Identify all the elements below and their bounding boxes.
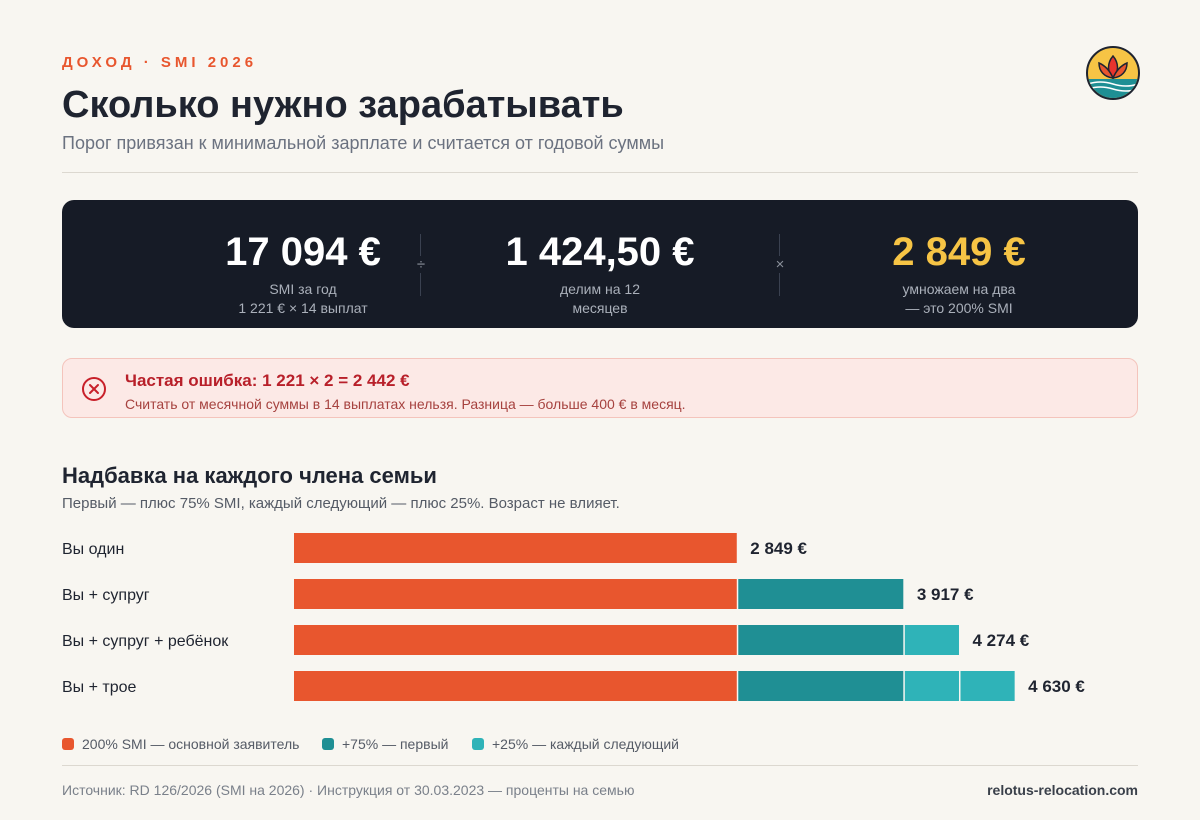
eyebrow-label: ДОХОД · SMI 2026 — [62, 54, 258, 71]
legend-item: +25% — каждый следующий — [472, 736, 679, 752]
legend-label: 200% SMI — основной заявитель — [82, 736, 300, 752]
bar-segment-1 — [294, 625, 737, 655]
page-subtitle: Порог привязан к минимальной зарплате и … — [62, 133, 665, 153]
page-title: Сколько нужно зарабатывать — [62, 84, 624, 126]
legend-swatch — [62, 738, 74, 750]
section-title: Надбавка на каждого члена семьи — [62, 463, 437, 488]
stat-value: 2 849 € — [892, 230, 1026, 274]
bar-segment-3 — [904, 671, 959, 701]
footer-divider — [62, 765, 1138, 766]
bar-segment-1 — [294, 579, 737, 609]
category-label: Вы + трое — [62, 679, 137, 696]
stat-caption: делим на 12 месяцев — [450, 280, 750, 318]
stat-value: 17 094 € — [225, 230, 381, 274]
header-divider — [62, 172, 1138, 173]
total-label: 4 274 € — [972, 631, 1029, 650]
bar-segment-1 — [294, 533, 737, 563]
bar-segment-2 — [738, 579, 904, 609]
legend-item: 200% SMI — основной заявитель — [62, 736, 299, 752]
summary-panel: 17 094 € SMI за год 1 221 € × 14 выплат … — [62, 200, 1138, 328]
total-label: 4 630 € — [1028, 677, 1085, 696]
source-note: Источник: RD 126/2026 (SMI на 2026) · Ин… — [62, 782, 635, 798]
total-label: 2 849 € — [750, 539, 807, 558]
stat-caption-line: месяцев — [572, 300, 628, 316]
stat-caption: SMI за год 1 221 € × 14 выплат — [153, 280, 453, 318]
error-x-icon — [82, 377, 106, 401]
bar-segment-3 — [904, 625, 959, 655]
error-text: Считать от месячной суммы в 14 выплатах … — [125, 396, 686, 412]
stat-caption-line: SMI за год — [269, 281, 337, 297]
multiply-operator: × — [770, 256, 790, 273]
bar-segment-3 — [960, 671, 1015, 701]
stat-caption-line: 1 221 € × 14 выплат — [238, 300, 368, 316]
legend-label: +25% — каждый следующий — [492, 736, 679, 752]
stat-caption-line: делим на 12 — [560, 281, 640, 297]
category-label: Вы + супруг — [62, 587, 150, 604]
stat-value: 1 424,50 € — [505, 230, 695, 274]
common-mistake-note: Частая ошибка: 1 221 × 2 = 2 442 € Счита… — [62, 358, 1138, 418]
bar-segment-2 — [738, 671, 904, 701]
error-title: Частая ошибка: 1 221 × 2 = 2 442 € — [125, 371, 410, 390]
total-label: 3 917 € — [917, 585, 974, 604]
bar-segment-1 — [294, 671, 737, 701]
category-label: Вы + супруг + ребёнок — [62, 633, 229, 650]
site-link[interactable]: relotus-relocation.com — [987, 782, 1138, 798]
legend-label: +75% — первый — [342, 736, 449, 752]
stat-caption-line: умножаем на два — [902, 281, 1016, 297]
stat-caption-line: — это 200% SMI — [905, 300, 1013, 316]
legend-swatch — [322, 738, 334, 750]
section-subtitle: Первый — плюс 75% SMI, каждый следующий … — [62, 495, 620, 512]
lotus-logo-icon — [1086, 46, 1140, 100]
legend-swatch — [472, 738, 484, 750]
stat-caption: умножаем на два — это 200% SMI — [809, 280, 1109, 318]
category-label: Вы один — [62, 541, 124, 558]
bar-segment-2 — [738, 625, 904, 655]
divide-operator: ÷ — [411, 256, 431, 273]
legend-item: +75% — первый — [322, 736, 448, 752]
